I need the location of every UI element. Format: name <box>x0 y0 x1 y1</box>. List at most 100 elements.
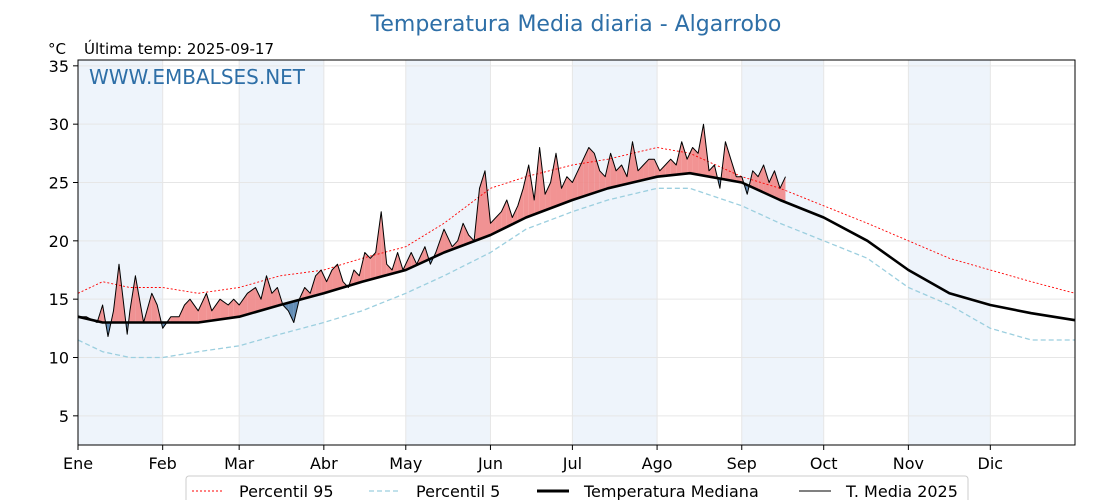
month-band <box>572 60 658 445</box>
anomaly-fill <box>643 159 649 180</box>
anomaly-fill <box>774 170 780 200</box>
anomaly-fill <box>692 147 699 175</box>
y-tick-label: 20 <box>49 232 69 251</box>
x-tick-label: Feb <box>149 454 177 473</box>
anomaly-fill <box>572 170 578 200</box>
anomaly-fill <box>184 299 190 323</box>
anomaly-fill <box>170 316 180 323</box>
anomaly-fill <box>583 147 589 197</box>
anomaly-fill <box>495 211 502 233</box>
legend-label-year: T. Media 2025 <box>845 482 958 500</box>
unit-label: °C <box>48 40 66 58</box>
anomaly-fill <box>189 299 199 323</box>
month-bands <box>78 60 991 445</box>
anomaly-fill <box>386 264 393 276</box>
anomaly-fill <box>648 159 655 179</box>
x-tick-label: Abr <box>310 454 338 473</box>
watermark: WWW.EMBALSES.NET <box>89 65 306 89</box>
anomaly-fill <box>220 299 229 320</box>
anomaly-fill <box>566 176 573 203</box>
anomaly-fill <box>288 301 294 323</box>
anomaly-fill <box>561 176 567 205</box>
anomaly-fill <box>676 141 682 175</box>
anomaly-fill <box>758 165 764 193</box>
anomaly-fill <box>545 182 551 211</box>
anomaly-fill <box>769 170 775 198</box>
anomaly-fill <box>517 188 524 222</box>
x-tick-label: Ene <box>63 454 93 473</box>
anomaly-fill <box>512 205 518 225</box>
anomaly-fill <box>337 264 343 290</box>
anomaly-fill <box>725 141 731 181</box>
legend-label-p5: Percentil 5 <box>416 482 500 500</box>
x-tick-label: Jul <box>562 454 582 473</box>
y-tick-label: 30 <box>49 115 69 134</box>
anomaly-fill <box>659 165 666 177</box>
anomaly-fill <box>321 270 327 295</box>
anomaly-fill <box>239 293 248 317</box>
y-tick-label: 25 <box>49 174 69 193</box>
anomaly-fill <box>151 293 158 323</box>
x-axis-ticks: Ene Feb Mar Abr May Jun Jul Ago Sep Oct Nov Dic <box>63 445 1003 473</box>
anomaly-fill <box>670 159 677 176</box>
anomaly-fill <box>501 200 507 230</box>
anomaly-fill <box>654 159 660 178</box>
x-tick-label: Mar <box>224 454 255 473</box>
y-tick-label: 35 <box>49 57 69 76</box>
x-tick-label: Nov <box>893 454 924 473</box>
anomaly-fill <box>479 170 485 240</box>
anomaly-fill <box>179 305 185 323</box>
anomaly-fill <box>375 211 382 279</box>
anomaly-fill <box>457 223 464 248</box>
series-line-p5 <box>77 187 1075 359</box>
month-band <box>741 60 824 445</box>
y-tick-label: 15 <box>49 290 69 309</box>
anomaly-fill <box>610 153 617 188</box>
anomaly-fill <box>353 270 360 285</box>
anomaly-fill <box>523 165 529 219</box>
anomaly-fill <box>687 147 693 174</box>
anomaly-fill <box>539 147 546 213</box>
anomaly-fill <box>490 217 496 235</box>
chart-title: Temperatura Media diaria - Algarrobo <box>370 12 782 37</box>
anomaly-fill <box>206 293 212 322</box>
anomaly-fill <box>506 200 513 227</box>
series-line-median <box>77 171 1076 324</box>
anomaly-fill <box>594 153 600 193</box>
anomaly-fill <box>621 165 628 186</box>
anomaly-fill <box>588 147 595 195</box>
month-band <box>78 60 163 445</box>
x-tick-label: Oct <box>810 454 838 473</box>
anomaly-fill <box>665 159 671 176</box>
anomaly-fill <box>632 141 638 183</box>
anomaly-fill <box>605 153 611 190</box>
anomaly-fill <box>315 270 322 296</box>
anomaly-fill <box>247 287 256 315</box>
anomaly-fill <box>528 165 535 217</box>
anomaly-fill <box>370 252 376 280</box>
legend-box <box>185 475 969 500</box>
month-band <box>239 60 324 445</box>
anomaly-fill <box>261 275 267 311</box>
legend-label-p95: Percentil 95 <box>239 482 334 500</box>
x-tick-label: May <box>389 454 422 473</box>
anomaly-fill <box>326 270 333 293</box>
anomaly-fill <box>463 223 469 246</box>
series-line-year <box>78 123 786 337</box>
anomaly-fill <box>708 165 715 178</box>
anomaly-fill <box>266 275 272 309</box>
anomaly-fill <box>444 229 453 253</box>
anomaly-fill <box>556 153 562 207</box>
y-tick-label: 5 <box>59 407 69 426</box>
anomaly-fill <box>364 252 371 281</box>
anomaly-fill <box>211 299 221 321</box>
anomaly-fill <box>637 165 644 182</box>
anomaly-fill <box>616 165 622 187</box>
month-band <box>908 60 991 445</box>
anomaly-fill <box>681 141 688 175</box>
anomaly-fill <box>304 287 311 299</box>
x-tick-label: Sep <box>727 454 757 473</box>
anomaly-fill <box>763 165 770 195</box>
x-tick-label: Dic <box>978 454 1004 473</box>
